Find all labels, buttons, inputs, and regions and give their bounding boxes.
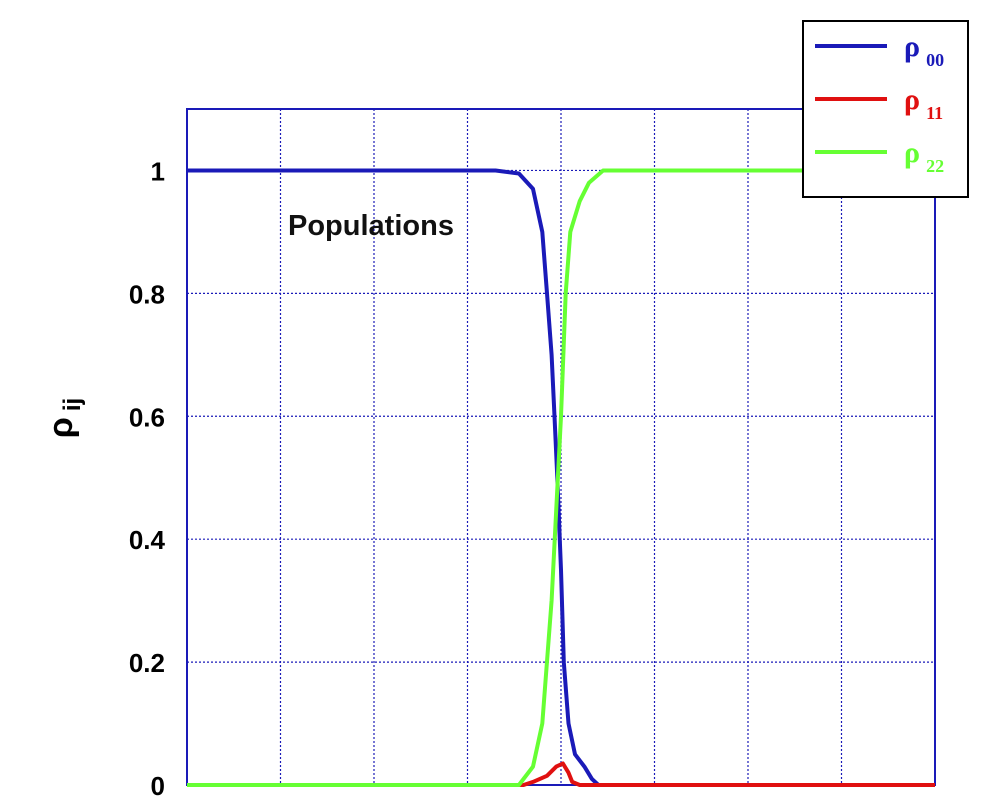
y-tick-label: 0 [151,771,165,801]
y-tick-labels: 0 0.2 0.4 0.6 0.8 1 [129,156,166,801]
populations-annotation: Populations [288,210,454,242]
y-axis-label: ρ ij [42,398,86,438]
series-line-22 [187,168,935,787]
y-tick-label: 1 [151,156,165,186]
y-axis-subscript: ij [59,398,86,411]
y-axis-symbol: ρ [42,417,80,438]
y-tick-label: 0.6 [129,402,165,432]
legend-label-11: ρ 11 [904,83,943,123]
svg-text:ρij: ρ ij [42,398,86,438]
y-tick-label: 0.2 [129,648,165,678]
legend-label-22: ρ 22 [904,136,944,176]
plot-frame [186,108,936,786]
series-line-11 [187,761,935,787]
legend-box [802,20,969,198]
y-tick-label: 0.4 [129,525,166,555]
legend-label-00: ρ 00 [904,30,944,70]
y-tick-label: 0.8 [129,279,165,309]
legend: ρ 00 ρ 11 ρ 22 [802,20,969,198]
data-series [187,168,935,787]
